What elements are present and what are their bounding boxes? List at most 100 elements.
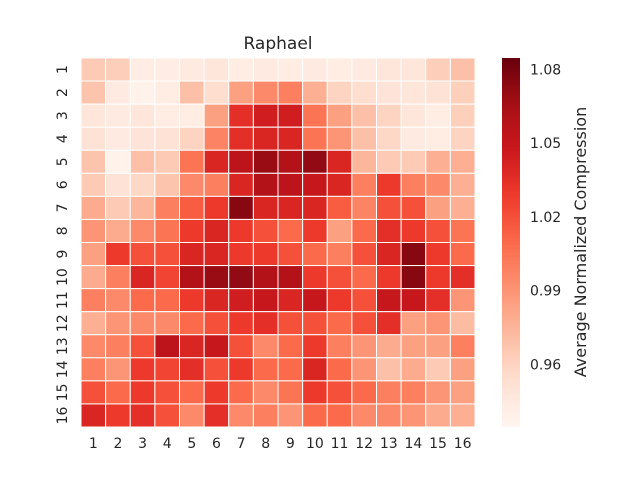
x-tick-label: 9: [286, 436, 295, 452]
heatmap-cell: [449, 265, 476, 290]
heatmap-cell: [105, 57, 131, 82]
x-tick-labels: 1 2 3 4 5 6 7 8 9 10 11 12 13 14 15 16: [89, 436, 472, 452]
heatmap-cell: [154, 288, 181, 313]
y-tick-label: 12: [55, 314, 71, 332]
heatmap-cell: [129, 288, 156, 313]
heatmap-cell: [80, 172, 107, 197]
x-tick-label: 11: [331, 436, 349, 452]
heatmap-cell: [351, 334, 378, 359]
heatmap-cell: [400, 103, 427, 128]
heatmap-cell: [449, 172, 476, 197]
y-tick-label: 2: [55, 88, 71, 97]
heatmap-cell: [400, 80, 427, 105]
y-tick-label: 14: [55, 360, 71, 378]
heatmap-cell: [326, 172, 353, 197]
y-tick-label: 5: [55, 157, 71, 166]
heatmap-cell: [277, 311, 304, 336]
heatmap-cell: [179, 195, 205, 220]
heatmap-cell: [252, 403, 279, 428]
heatmap-cell: [351, 57, 378, 82]
heatmap-cell: [400, 242, 427, 267]
y-tick-label: 10: [55, 268, 71, 286]
heatmap-cell: [277, 380, 304, 405]
heatmap-cell: [425, 57, 451, 82]
heatmap-cell: [326, 126, 353, 151]
heatmap-cell: [351, 126, 378, 151]
heatmap-cell: [203, 172, 230, 197]
heatmap-cell: [425, 172, 451, 197]
heatmap-cell: [203, 311, 230, 336]
heatmap-cell: [228, 403, 254, 428]
heatmap-cell: [277, 334, 304, 359]
heatmap-cell: [376, 357, 402, 382]
heatmap-cell: [326, 311, 353, 336]
colorbar-gradient: [502, 58, 520, 427]
heatmap-cell: [351, 380, 378, 405]
heatmap-cell: [376, 265, 402, 290]
heatmap-cell: [154, 357, 181, 382]
heatmap-cell: [425, 265, 451, 290]
heatmap-cell: [326, 242, 353, 267]
y-tick-label: 13: [55, 337, 71, 355]
heatmap-cell: [326, 403, 353, 428]
heatmap-cell: [228, 242, 254, 267]
heatmap-cell: [449, 57, 476, 82]
heatmap-cell: [228, 80, 254, 105]
heatmap-cell: [105, 80, 131, 105]
y-tick-label: 6: [55, 180, 71, 189]
heatmap-cell: [80, 149, 107, 174]
heatmap-cell: [154, 380, 181, 405]
x-tick-label: 5: [187, 436, 196, 452]
y-tick-label: 11: [55, 291, 71, 309]
heatmap-cell: [277, 218, 304, 244]
heatmap-cell: [203, 357, 230, 382]
y-tick-label: 15: [55, 383, 71, 401]
heatmap-cell: [80, 80, 107, 105]
heatmap-cell: [302, 403, 328, 428]
heatmap-cell: [376, 103, 402, 128]
heatmap-cell: [449, 311, 476, 336]
heatmap-cell: [449, 126, 476, 151]
heatmap-cell: [105, 265, 131, 290]
heatmap-cell: [425, 195, 451, 220]
heatmap-cell: [105, 126, 131, 151]
heatmap-cell: [203, 403, 230, 428]
heatmap-cell: [277, 172, 304, 197]
heatmap-cell: [252, 311, 279, 336]
heatmap-cell: [105, 311, 131, 336]
heatmap-cell: [376, 172, 402, 197]
heatmap-cell: [302, 80, 328, 105]
heatmap-cell: [302, 265, 328, 290]
heatmap-cell: [228, 334, 254, 359]
heatmap-cell: [252, 242, 279, 267]
heatmap-cell: [203, 80, 230, 105]
heatmap-cell: [400, 172, 427, 197]
heatmap-cell: [351, 311, 378, 336]
heatmap-cell: [425, 80, 451, 105]
heatmap-cell: [376, 311, 402, 336]
heatmap-cell: [154, 218, 181, 244]
heatmap-cell: [376, 288, 402, 313]
heatmap-cell: [425, 403, 451, 428]
chart-title: Raphael: [243, 34, 312, 54]
heatmap-cell: [277, 357, 304, 382]
heatmap-cell: [179, 380, 205, 405]
colorbar-tick-label: 0.99: [530, 284, 561, 300]
heatmap-cell: [80, 311, 107, 336]
heatmap-cell: [449, 288, 476, 313]
heatmap-cell: [105, 334, 131, 359]
heatmap-cell: [252, 265, 279, 290]
heatmap-cell: [179, 265, 205, 290]
heatmap-cell: [179, 403, 205, 428]
heatmap-cell: [302, 334, 328, 359]
heatmap-cell: [425, 149, 451, 174]
heatmap-cell: [80, 380, 107, 405]
heatmap-cell: [302, 218, 328, 244]
heatmap-cell: [154, 172, 181, 197]
heatmap-cell: [105, 403, 131, 428]
heatmap-cell: [154, 195, 181, 220]
heatmap-cell: [105, 288, 131, 313]
heatmap-cell: [129, 80, 156, 105]
heatmap-cell: [252, 380, 279, 405]
